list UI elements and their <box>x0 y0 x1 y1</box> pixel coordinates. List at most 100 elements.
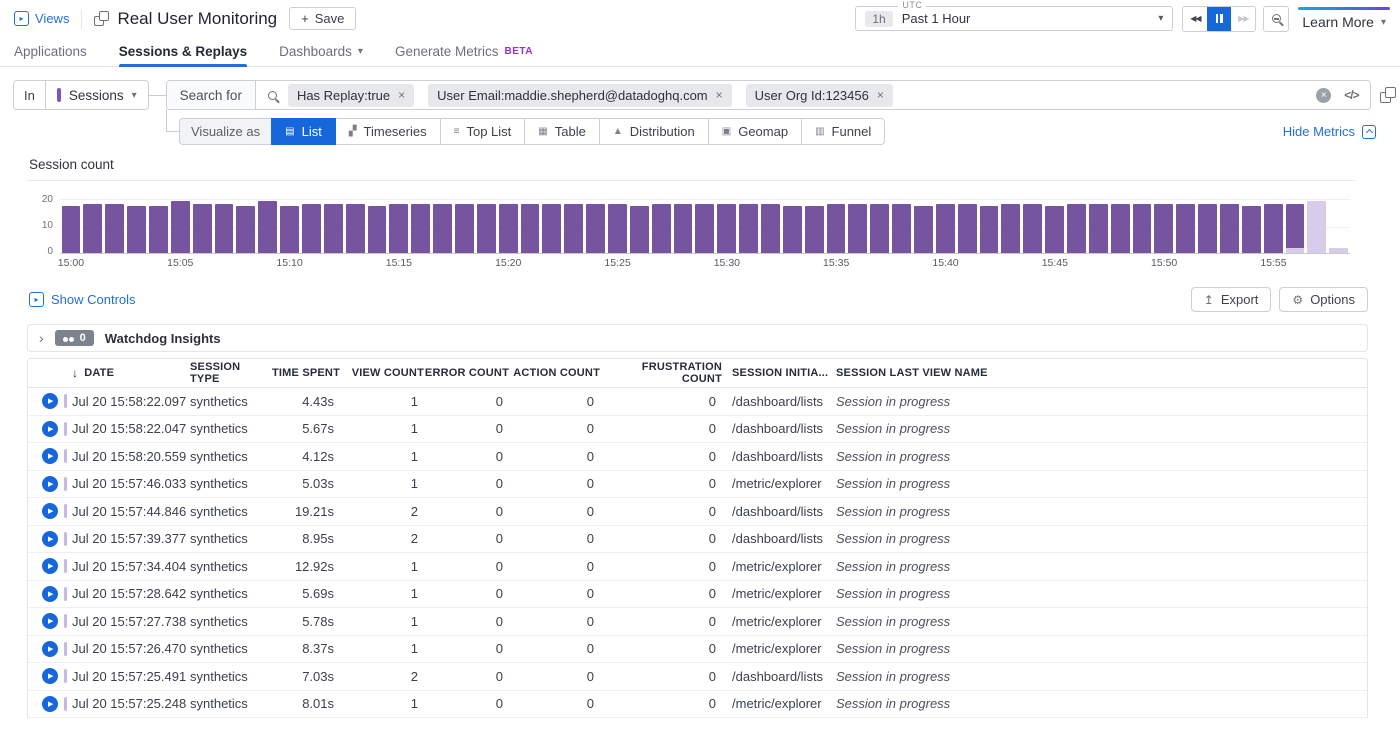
chart-bar[interactable] <box>564 204 583 254</box>
chart-bar[interactable] <box>83 204 102 254</box>
chart-bar[interactable] <box>1286 204 1305 254</box>
views-button[interactable]: ▸ Views <box>14 11 69 26</box>
chart-bar[interactable] <box>608 204 627 254</box>
chart-bar[interactable] <box>783 206 802 253</box>
pause-button[interactable] <box>1207 7 1231 31</box>
chart-bar[interactable] <box>1111 204 1130 254</box>
chart-plot-area[interactable]: 20 10 0 <box>60 199 1350 254</box>
table-row[interactable]: ▶Jul 20 15:57:34.404synthetics12.92s1000… <box>28 553 1367 581</box>
chart-bar[interactable] <box>1307 201 1326 253</box>
save-button[interactable]: + Save <box>289 7 356 30</box>
table-row[interactable]: ▶Jul 20 15:57:27.738synthetics5.78s1000/… <box>28 608 1367 636</box>
chart-bar[interactable] <box>848 204 867 254</box>
column-header-2[interactable]: SESSION TYPE <box>190 361 260 385</box>
viz-button-list[interactable]: ▤List <box>271 118 336 145</box>
column-header-6[interactable]: ACTION COUNT <box>509 367 600 379</box>
chart-bar[interactable] <box>368 206 387 253</box>
play-replay-button[interactable]: ▶ <box>42 558 58 574</box>
play-replay-button[interactable]: ▶ <box>42 586 58 602</box>
chart-bar[interactable] <box>1329 248 1348 254</box>
chart-bar[interactable] <box>324 204 343 254</box>
column-header-4[interactable]: VIEW COUNT <box>340 367 424 379</box>
tab-applications[interactable]: Applications <box>14 37 87 66</box>
chart-bar[interactable] <box>1264 204 1283 254</box>
column-header-5[interactable]: ERROR COUNT <box>424 367 509 379</box>
chart-bar[interactable] <box>1045 206 1064 253</box>
chart-bar[interactable] <box>695 204 714 254</box>
chart-bar[interactable] <box>389 204 408 254</box>
table-row[interactable]: ▶Jul 20 15:57:26.470synthetics8.37s1000/… <box>28 636 1367 664</box>
chart-bar[interactable] <box>280 206 299 253</box>
chart-bar[interactable] <box>630 206 649 253</box>
chart-bar[interactable] <box>477 204 496 254</box>
viz-button-top-list[interactable]: ≡Top List <box>440 118 526 145</box>
table-row[interactable]: ▶Jul 20 15:57:39.377synthetics8.95s2000/… <box>28 526 1367 554</box>
viz-button-distribution[interactable]: ▲Distribution <box>599 118 709 145</box>
play-replay-button[interactable]: ▶ <box>42 641 58 657</box>
chart-bar[interactable] <box>1001 204 1020 254</box>
hide-metrics-link[interactable]: Hide Metrics <box>1283 124 1376 139</box>
clear-search-icon[interactable]: × <box>1316 88 1331 103</box>
chart-bar[interactable] <box>914 206 933 253</box>
chart-bar[interactable] <box>215 204 234 254</box>
table-row[interactable]: ▶Jul 20 15:57:25.491synthetics7.03s2000/… <box>28 663 1367 691</box>
chart-bar[interactable] <box>717 204 736 254</box>
code-view-icon[interactable]: </> <box>1344 88 1358 102</box>
chart-bar[interactable] <box>346 204 365 254</box>
viz-button-funnel[interactable]: ▥Funnel <box>801 118 885 145</box>
tab-dashboards[interactable]: Dashboards ▾ <box>279 37 363 66</box>
fast-forward-button[interactable]: ▶▶ <box>1231 7 1255 31</box>
zoom-out-button[interactable] <box>1263 6 1289 32</box>
chart-bar[interactable] <box>542 204 561 254</box>
column-header-8[interactable]: SESSION INITIA... <box>722 367 834 379</box>
chart-bar[interactable] <box>411 204 430 254</box>
viz-button-table[interactable]: ▦Table <box>524 118 600 145</box>
chart-bar[interactable] <box>302 204 321 254</box>
learn-more-button[interactable]: Learn More ▾ <box>1302 7 1386 30</box>
chart-bar[interactable] <box>805 206 824 253</box>
viz-button-timeseries[interactable]: ▞Timeseries <box>335 118 441 145</box>
filter-pill[interactable]: Has Replay:true× <box>288 84 414 107</box>
search-bar[interactable]: Search for Has Replay:true×User Email:ma… <box>166 80 1371 110</box>
chart-bar[interactable] <box>1089 204 1108 254</box>
chart-bar[interactable] <box>739 204 758 254</box>
tab-sessions-replays[interactable]: Sessions & Replays <box>119 37 247 66</box>
filter-pill[interactable]: User Email:maddie.shepherd@datadoghq.com… <box>428 84 731 107</box>
play-replay-button[interactable]: ▶ <box>42 668 58 684</box>
chart-bar[interactable] <box>892 204 911 254</box>
table-row[interactable]: ▶Jul 20 15:57:28.642synthetics5.69s1000/… <box>28 581 1367 609</box>
show-controls-link[interactable]: ▸ Show Controls <box>29 292 136 307</box>
remove-filter-icon[interactable]: × <box>716 88 723 102</box>
chart-bar[interactable] <box>433 204 452 254</box>
table-row[interactable]: ▶Jul 20 15:57:25.248synthetics8.01s1000/… <box>28 691 1367 719</box>
play-replay-button[interactable]: ▶ <box>42 531 58 547</box>
chart-bar[interactable] <box>1023 204 1042 254</box>
rewind-button[interactable]: ◀◀ <box>1183 7 1207 31</box>
chart-bar[interactable] <box>1176 204 1195 254</box>
chevron-right-icon[interactable]: › <box>39 330 44 346</box>
chart-bar[interactable] <box>105 204 124 254</box>
filter-pill[interactable]: User Org Id:123456× <box>746 84 893 107</box>
chart-bar[interactable] <box>1220 204 1239 254</box>
chart-bar[interactable] <box>827 204 846 254</box>
chart-bar[interactable] <box>127 206 146 253</box>
chart-bar[interactable] <box>521 204 540 254</box>
watchdog-insights-bar[interactable]: › 0 Watchdog Insights <box>27 324 1368 352</box>
chart-bar[interactable] <box>761 204 780 254</box>
chart-bar[interactable] <box>62 206 81 253</box>
play-replay-button[interactable]: ▶ <box>42 421 58 437</box>
chart-bar[interactable] <box>171 201 190 253</box>
chart-bar[interactable] <box>1198 204 1217 254</box>
remove-filter-icon[interactable]: × <box>398 88 405 102</box>
chart-bar[interactable] <box>870 204 889 254</box>
column-header-3[interactable]: TIME SPENT <box>260 367 340 379</box>
table-row[interactable]: ▶Jul 20 15:58:22.047synthetics5.67s1000/… <box>28 416 1367 444</box>
chart-bar[interactable] <box>193 204 212 254</box>
table-row[interactable]: ▶Jul 20 15:57:46.033synthetics5.03s1000/… <box>28 471 1367 499</box>
table-row[interactable]: ▶Jul 20 15:58:20.559synthetics4.12s1000/… <box>28 443 1367 471</box>
chart-bar[interactable] <box>652 204 671 254</box>
chart-bar[interactable] <box>1067 204 1086 254</box>
chart-bar[interactable] <box>1154 204 1173 254</box>
remove-filter-icon[interactable]: × <box>877 88 884 102</box>
chart-bar[interactable] <box>236 206 255 253</box>
